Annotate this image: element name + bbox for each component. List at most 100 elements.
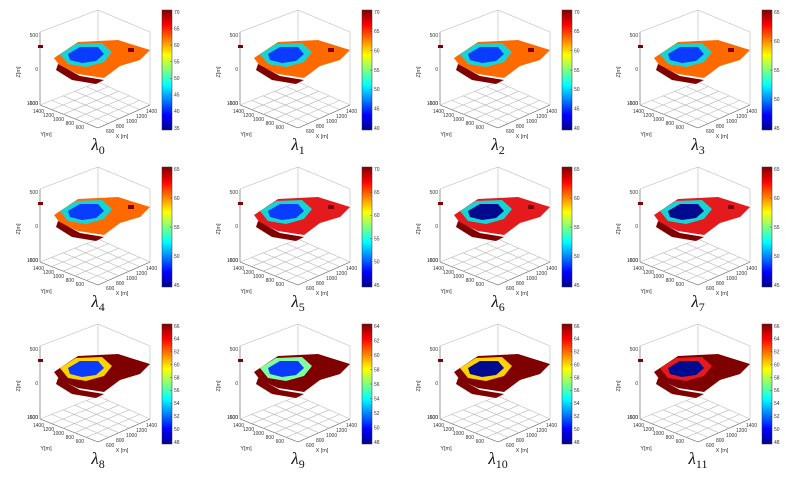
- x-tick-label: 600: [506, 286, 515, 292]
- floor-grid: [486, 414, 540, 438]
- colorbar-tick-label: 52: [774, 414, 780, 420]
- x-tick-label: 600: [706, 443, 715, 449]
- floor-grid: [474, 247, 530, 272]
- floor-edge: [297, 238, 351, 263]
- colorbar-tick-label: 65: [574, 29, 580, 35]
- y-axis-line: [639, 104, 699, 129]
- floor-grid: [674, 409, 730, 434]
- voxel-outlier: [728, 205, 734, 209]
- colorbar: [361, 166, 373, 288]
- voxel-outlier: [528, 205, 534, 209]
- floor-grid: [251, 257, 309, 281]
- voxel-region-rim: [56, 64, 104, 84]
- colorbar-tick-label: 62: [374, 338, 380, 344]
- y-tick-label: 1400: [433, 109, 444, 115]
- x-tick-label: 1200: [336, 271, 347, 277]
- colorbar: [161, 9, 173, 131]
- z-tick-label: 0: [35, 67, 38, 73]
- y-axis-line: [439, 104, 499, 129]
- y-tick-label: 600: [76, 282, 85, 288]
- floor-edge: [97, 81, 151, 106]
- floor-edge: [39, 238, 99, 263]
- x-axis-line: [697, 104, 751, 129]
- y-axis-label: Y[m]: [440, 132, 452, 138]
- y-axis-label: Y[m]: [640, 132, 652, 138]
- caption-subscript: 2: [499, 143, 505, 157]
- caption-subscript: 3: [699, 143, 705, 157]
- colorbar-tick-label: 50: [574, 427, 580, 433]
- y-axis-line: [39, 418, 99, 443]
- panel-caption: λ9: [290, 449, 304, 471]
- colorbar-tick-label: 62: [774, 350, 780, 356]
- z-tick-label: 0: [635, 381, 638, 387]
- caption-subscript: 0: [99, 143, 105, 157]
- colorbar-tick-label: 52: [374, 411, 380, 417]
- x-tick-label: 1000: [526, 433, 537, 439]
- box-edge: [297, 166, 351, 190]
- floor-grid: [74, 252, 130, 277]
- x-tick-label: 1200: [736, 428, 747, 434]
- colorbar-tick-label: 58: [174, 375, 180, 381]
- y-axis-label: Y[m]: [240, 132, 252, 138]
- box-edge: [697, 9, 751, 33]
- floor-grid: [474, 90, 530, 115]
- x-tick-label: 1200: [136, 114, 147, 120]
- x-axis-line: [697, 418, 751, 443]
- colorbar-tick-label: 65: [174, 167, 180, 173]
- floor-grid: [474, 252, 530, 277]
- y-tick-label: 800: [266, 278, 275, 284]
- y-tick-label: 1600: [427, 258, 438, 264]
- floor-grid: [463, 95, 519, 120]
- voxel-region-core: [468, 47, 504, 63]
- box-edge: [39, 323, 99, 347]
- z-axis-label: Z[m]: [616, 380, 622, 391]
- voxel-region-rim: [56, 221, 104, 241]
- floor-grid: [263, 404, 319, 429]
- x-tick-label: 1000: [726, 119, 737, 125]
- voxel-outlier: [438, 359, 443, 362]
- colorbar-tick-label: 50: [574, 254, 580, 260]
- box-edge: [39, 9, 99, 33]
- y-tick-label: 600: [676, 125, 685, 131]
- voxel-region-rim: [656, 221, 704, 241]
- floor-grid: [74, 247, 130, 272]
- floor-grid: [63, 95, 119, 120]
- y-tick-label: 1600: [627, 258, 638, 264]
- x-axis-label: X [m]: [716, 134, 729, 140]
- caption-symbol: λ: [90, 135, 98, 154]
- y-tick-label: 1400: [33, 109, 44, 115]
- x-tick-label: 600: [106, 286, 115, 292]
- y-tick-label: 800: [66, 435, 75, 441]
- x-tick-label: 600: [506, 129, 515, 135]
- voxel-region-rim: [656, 64, 704, 84]
- y-axis-label: Y[m]: [640, 446, 652, 452]
- colorbar-tick-label: 60: [574, 362, 580, 368]
- x-tick-label: 1000: [126, 276, 137, 282]
- floor-edge: [439, 81, 499, 106]
- z-axis-label: Z[m]: [416, 66, 422, 77]
- colorbar-tick-label: 50: [374, 87, 380, 93]
- x-tick-label: 800: [116, 281, 125, 287]
- x-axis-label: X [m]: [516, 448, 529, 454]
- caption-symbol: λ: [690, 135, 698, 154]
- floor-grid: [451, 86, 509, 110]
- x-axis-line: [497, 418, 551, 443]
- z-tick-label: 0: [235, 67, 238, 73]
- x-tick-label: 1400: [146, 266, 157, 272]
- floor-edge: [239, 81, 299, 106]
- y-tick-label: 1000: [53, 117, 64, 123]
- x-tick-label: 1000: [326, 433, 337, 439]
- box-edge: [97, 323, 151, 347]
- caption-subscript: 5: [299, 300, 305, 314]
- floor-edge: [697, 81, 751, 106]
- y-axis-line: [639, 261, 699, 286]
- x-tick-label: 1200: [536, 271, 547, 277]
- z-axis-label: Z[m]: [216, 66, 222, 77]
- floor-grid: [263, 95, 319, 120]
- floor-edge: [97, 395, 151, 420]
- floor-grid: [686, 243, 740, 267]
- caption-symbol: λ: [490, 292, 498, 311]
- x-tick-label: 800: [116, 438, 125, 444]
